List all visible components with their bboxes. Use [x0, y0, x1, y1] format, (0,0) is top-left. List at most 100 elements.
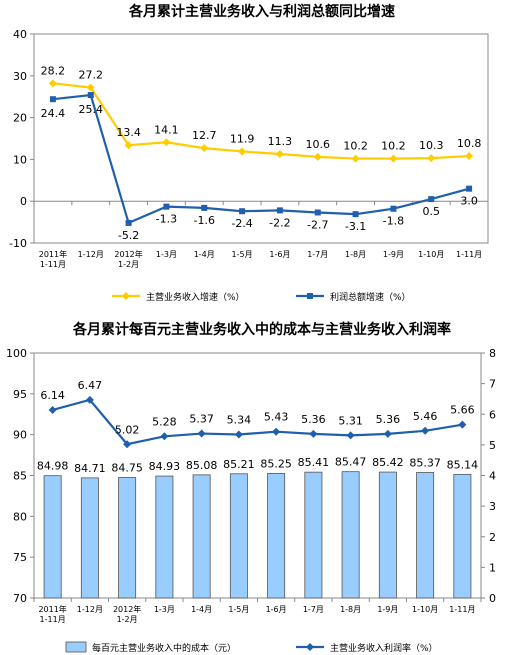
series-1-data-label: 10.8 — [457, 137, 482, 150]
y-tick-label: 20 — [13, 112, 27, 125]
growth-rate-chart: 各月累计主营业务收入与利润总额同比增速 -100102030402011年1-1… — [9, 3, 489, 303]
y-tick-label: 10 — [13, 153, 27, 166]
cost-bar-label: 85.14 — [447, 458, 479, 471]
profit-margin-point — [234, 430, 243, 439]
x-tick-label: 1-6月 — [269, 250, 290, 259]
x-tick-label: 1-9月 — [377, 605, 398, 614]
y2-tick-label: 7 — [489, 378, 496, 391]
series-2-data-label: 25.4 — [79, 103, 104, 116]
y2-tick-label: 5 — [489, 439, 496, 452]
series-1-point — [389, 154, 398, 163]
plot-area — [33, 33, 489, 244]
profit-margin-label: 6.14 — [40, 389, 65, 402]
y-tick-label: 100 — [6, 347, 27, 360]
profit-margin-point — [85, 395, 94, 404]
x-tick-label: 1-8月 — [345, 250, 366, 259]
cost-bar — [416, 472, 435, 599]
y2-tick-label: 1 — [489, 561, 496, 574]
x-tick-label: 1-4月 — [191, 605, 212, 614]
series-2-point — [466, 185, 473, 192]
y2-tick-label: 6 — [489, 408, 496, 421]
cost-bar-label: 85.41 — [298, 456, 330, 469]
x-tick-label: 1-3月 — [154, 605, 175, 614]
profit-margin-label: 5.34 — [227, 413, 252, 426]
x-tick-label: 1-11月 — [456, 250, 482, 259]
series-2-point — [352, 211, 359, 218]
x-tick-label: 1-7月 — [303, 605, 324, 614]
profit-margin-point — [160, 432, 169, 441]
y2-tick-label: 4 — [489, 470, 496, 483]
cost-bar-label: 85.08 — [186, 459, 218, 472]
series-1-point — [162, 138, 171, 147]
series-2-data-label: -2.2 — [269, 216, 290, 229]
cost-bar-label: 85.42 — [372, 456, 404, 469]
series-2-point — [163, 203, 170, 210]
y2-tick-label: 2 — [489, 531, 496, 544]
profit-margin-point — [272, 427, 281, 436]
series-1-point — [124, 141, 133, 150]
series-2-point — [201, 204, 208, 211]
cost-bar — [229, 473, 248, 599]
series-1-data-label: 14.1 — [154, 123, 179, 136]
profit-margin-point — [346, 431, 355, 440]
cost-bar — [304, 471, 323, 599]
cost-profit-chart: 各月累计每百元主营业务收入中的成本与主营业务收入利润率 707580859095… — [6, 321, 496, 654]
cost-bar-label: 85.21 — [223, 458, 255, 471]
cost-bar — [80, 477, 99, 599]
cost-bar — [267, 473, 286, 599]
profit-margin-point — [48, 405, 57, 414]
profit-margin-label: 5.31 — [338, 414, 363, 427]
y-tick-label: 70 — [13, 592, 27, 605]
legend-marker-2 — [307, 293, 313, 299]
chart1-title: 各月累计主营业务收入与利润总额同比增速 — [128, 3, 395, 20]
x-tick-label: 1-11月 — [40, 260, 66, 269]
x-tick-label: 1-9月 — [383, 250, 404, 259]
x-tick-label: 1-2月 — [118, 260, 139, 269]
series-1-data-label: 10.2 — [343, 140, 368, 153]
cost-bar-label: 84.75 — [111, 462, 143, 475]
cost-bar-label: 85.37 — [409, 456, 441, 469]
y-tick-label: 40 — [13, 28, 27, 41]
x-tick-label: 1-12月 — [78, 250, 104, 259]
profit-margin-label: 6.47 — [78, 379, 103, 392]
cost-bar-label: 85.47 — [335, 456, 367, 469]
legend-bar-swatch — [65, 641, 87, 653]
cost-bar — [378, 471, 397, 599]
series-2-point — [239, 208, 246, 215]
series-2-data-label: -1.3 — [156, 213, 177, 226]
legend-label-2: 主营业务收入利润率（%） — [330, 642, 438, 654]
series-2-point — [314, 209, 321, 216]
profit-margin-label: 5.02 — [115, 423, 140, 436]
series-2-data-label: -2.4 — [231, 217, 252, 230]
series-2-point — [49, 96, 56, 103]
cost-bar — [453, 473, 472, 599]
y-tick-label: 0 — [20, 195, 27, 208]
x-tick-label: 1-5月 — [228, 605, 249, 614]
series-2-data-label: -3.1 — [345, 220, 366, 233]
x-tick-label: 2012年 — [114, 249, 142, 259]
y-tick-label: 75 — [13, 551, 27, 564]
cost-bar-label: 85.25 — [260, 457, 292, 470]
legend-label-1: 每百元主营业务收入中的成本（元） — [92, 642, 236, 654]
series-2-data-label: 0.5 — [423, 205, 441, 218]
series-1-data-label: 11.3 — [268, 135, 293, 148]
x-tick-label: 1-8月 — [340, 605, 361, 614]
series-1-data-label: 11.9 — [230, 132, 255, 145]
series-1-point — [465, 152, 474, 161]
series-2-data-label: 24.4 — [41, 107, 66, 120]
series-1-data-label: 13.4 — [116, 126, 141, 139]
series-2-point — [276, 207, 283, 214]
series-1-data-label: 28.2 — [41, 64, 66, 77]
series-1-point — [238, 147, 247, 156]
profit-margin-line — [52, 398, 463, 446]
series-2-data-label: -2.7 — [307, 218, 328, 231]
x-tick-label: 1-7月 — [307, 250, 328, 259]
series-2-data-label: 3.0 — [460, 195, 478, 208]
y-tick-label: 80 — [13, 510, 27, 523]
series-2-point — [428, 196, 435, 203]
y-tick-label: 30 — [13, 70, 27, 83]
y-tick-label: 90 — [13, 429, 27, 442]
profit-margin-label: 5.46 — [413, 410, 438, 423]
profit-margin-label: 5.36 — [376, 413, 401, 426]
legend-marker-2 — [306, 643, 314, 651]
